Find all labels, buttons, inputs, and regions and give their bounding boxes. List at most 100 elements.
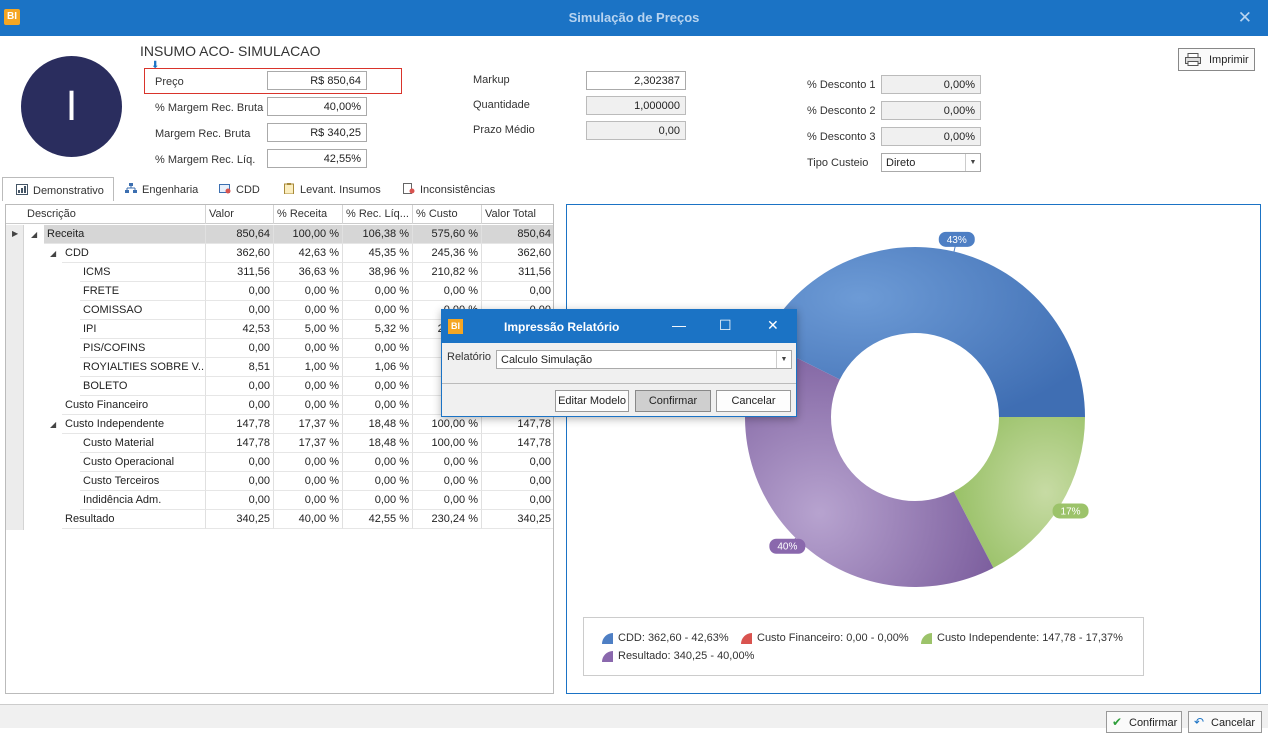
table-cell-recliq: 18,48 % bbox=[343, 415, 413, 434]
table-cell-valor: 340,25 bbox=[206, 510, 274, 529]
table-row[interactable]: CDD 362,60 42,63 % 45,35 % 245,36 % 362,60 bbox=[6, 244, 553, 263]
table-cell-recliq: 0,00 % bbox=[343, 453, 413, 472]
print-report-dialog: BI Impressão Relatório — ☐ ✕ Relatório C… bbox=[441, 309, 797, 417]
collapse-icon[interactable]: ◢ bbox=[50, 249, 57, 258]
tipo-custeio-value: Direto bbox=[886, 157, 916, 169]
table-cell-custo: 210,82 % bbox=[413, 263, 482, 282]
edit-model-button[interactable]: Editar Modelo bbox=[555, 390, 629, 412]
close-icon[interactable]: ✕ bbox=[767, 317, 779, 333]
table-row[interactable]: Custo Independente 147,78 17,37 % 18,48 % 10… bbox=[6, 415, 553, 434]
tab-label: Levant. Insumos bbox=[300, 184, 381, 196]
table-cell-recliq: 0,00 % bbox=[343, 339, 413, 358]
tab-label: Engenharia bbox=[142, 184, 199, 196]
tipo-custeio-select[interactable]: Direto ▼ bbox=[881, 153, 981, 172]
table-row[interactable]: Indidência Adm. 0,00 0,00 % 0,00 % 0,00 % 0,0… bbox=[6, 491, 553, 510]
desconto3-field: 0,00% bbox=[881, 127, 981, 146]
table-row[interactable]: Custo Material 147,78 17,37 % 18,48 % 100,00… bbox=[6, 434, 553, 453]
tipo-custeio-label: Tipo Custeio bbox=[807, 157, 869, 169]
table-cell-recliq: 0,00 % bbox=[343, 491, 413, 510]
table-cell-valor: 42,53 bbox=[206, 320, 274, 339]
collapse-icon[interactable]: ◢ bbox=[31, 230, 38, 239]
markup-field[interactable]: 2,302387 bbox=[586, 71, 686, 90]
dialog-cancel-button[interactable]: Cancelar bbox=[716, 390, 791, 412]
col-valor-total[interactable]: Valor Total bbox=[485, 208, 536, 220]
table-row[interactable]: Custo Operacional 0,00 0,00 % 0,00 % 0,00 % 0… bbox=[6, 453, 553, 472]
chevron-down-icon[interactable]: ▼ bbox=[776, 351, 791, 368]
donut-slice-cdd[interactable] bbox=[762, 247, 1085, 417]
window-title: Simulação de Preços bbox=[568, 10, 700, 25]
donut-slice-resultado[interactable] bbox=[745, 341, 994, 587]
table-cell-valor: 0,00 bbox=[206, 472, 274, 491]
tab-inconsistencias[interactable]: Inconsistências bbox=[403, 177, 495, 201]
table-cell-desc: IPI bbox=[80, 320, 206, 339]
slice-percent-label: 40% bbox=[777, 542, 797, 553]
hierarchy-icon bbox=[125, 183, 137, 193]
table-row[interactable]: FRETE 0,00 0,00 % 0,00 % 0,00 % 0,00 bbox=[6, 282, 553, 301]
table-cell-desc: PIS/COFINS bbox=[80, 339, 206, 358]
table-cell-desc: CDD bbox=[62, 244, 206, 263]
col-valor[interactable]: Valor bbox=[206, 205, 274, 224]
table-cell-total: 0,00 bbox=[482, 491, 553, 510]
col-custo[interactable]: % Custo bbox=[413, 205, 482, 224]
table-cell-desc: Receita bbox=[44, 225, 206, 244]
table-cell-recliq: 38,96 % bbox=[343, 263, 413, 282]
quantidade-field: 1,000000 bbox=[586, 96, 686, 115]
table-cell-receita: 0,00 % bbox=[274, 472, 343, 491]
table-cell-recliq: 1,06 % bbox=[343, 358, 413, 377]
chevron-down-icon[interactable]: ▼ bbox=[965, 154, 980, 171]
clipboard-icon bbox=[284, 183, 294, 194]
table-row[interactable]: Receita 850,64 100,00 % 106,38 % 575,60 % 850… bbox=[6, 225, 553, 244]
maximize-icon[interactable]: ☐ bbox=[719, 317, 732, 333]
table-cell-custo: 0,00 % bbox=[413, 491, 482, 510]
tab-demonstrativo[interactable]: Demonstrativo bbox=[2, 177, 114, 201]
window-close-icon[interactable]: ✕ bbox=[1237, 8, 1252, 27]
table-cell-recliq: 106,38 % bbox=[343, 225, 413, 244]
pin-icon[interactable]: ⬇ bbox=[151, 60, 160, 71]
table-cell-receita: 36,63 % bbox=[274, 263, 343, 282]
minimize-icon[interactable]: — bbox=[672, 317, 686, 333]
table-cell-receita: 5,00 % bbox=[274, 320, 343, 339]
table-cell-valor: 147,78 bbox=[206, 415, 274, 434]
col-descricao[interactable]: Descrição bbox=[24, 205, 206, 224]
col-receita[interactable]: % Receita bbox=[274, 205, 343, 224]
table-cell-desc: Custo Material bbox=[80, 434, 206, 453]
table-cell-receita: 0,00 % bbox=[274, 491, 343, 510]
table-row[interactable]: Resultado 340,25 40,00 % 42,55 % 230,24 % 340… bbox=[6, 510, 553, 529]
table-cell-receita: 0,00 % bbox=[274, 377, 343, 396]
col-rec-liq[interactable]: % Rec. Líq... bbox=[343, 205, 413, 224]
tab-cdd[interactable]: CDD bbox=[219, 177, 260, 201]
table-row[interactable]: ICMS 311,56 36,63 % 38,96 % 210,82 % 311,56 bbox=[6, 263, 553, 282]
collapse-icon[interactable]: ◢ bbox=[50, 420, 57, 429]
footer-confirm-button[interactable]: ✔ Confirmar bbox=[1106, 711, 1182, 733]
tab-engenharia[interactable]: Engenharia bbox=[125, 177, 198, 201]
table-cell-recliq: 0,00 % bbox=[343, 377, 413, 396]
table-cell-custo: 230,24 % bbox=[413, 510, 482, 529]
donut-slice-custo-independente[interactable] bbox=[953, 417, 1085, 568]
printer-icon bbox=[1185, 53, 1201, 66]
slice-percent-label: 17% bbox=[1061, 506, 1081, 517]
table-row[interactable]: Custo Terceiros 0,00 0,00 % 0,00 % 0,00 % 0,0… bbox=[6, 472, 553, 491]
footer-cancel-button[interactable]: ↶ Cancelar bbox=[1188, 711, 1262, 733]
table-cell-recliq: 45,35 % bbox=[343, 244, 413, 263]
preco-field[interactable]: R$ 850,64 bbox=[267, 71, 367, 90]
margem-liq-pct-field[interactable]: 42,55% bbox=[267, 149, 367, 168]
dialog-confirm-button[interactable]: Confirmar bbox=[635, 390, 711, 412]
table-cell-receita: 0,00 % bbox=[274, 453, 343, 472]
tab-label: CDD bbox=[236, 184, 260, 196]
table-cell-recliq: 18,48 % bbox=[343, 434, 413, 453]
table-cell-desc: BOLETO bbox=[80, 377, 206, 396]
margem-bruta-field[interactable]: R$ 340,25 bbox=[267, 123, 367, 142]
legend-swatch-custo-financeiro bbox=[741, 633, 752, 644]
relatorio-select[interactable]: Calculo Simulação ▼ bbox=[496, 350, 792, 369]
table-cell-desc: Custo Terceiros bbox=[80, 472, 206, 491]
table-cell-recliq: 0,00 % bbox=[343, 301, 413, 320]
donut-chart: 43% 17% 40% bbox=[745, 231, 1089, 587]
margem-bruta-pct-field[interactable]: 40,00% bbox=[267, 97, 367, 116]
desconto1-field: 0,00% bbox=[881, 75, 981, 94]
table-cell-valor: 850,64 bbox=[206, 225, 274, 244]
desconto1-label: % Desconto 1 bbox=[807, 79, 876, 91]
print-button[interactable]: Imprimir bbox=[1178, 48, 1255, 71]
table-cell-custo: 0,00 % bbox=[413, 472, 482, 491]
tab-levant-insumos[interactable]: Levant. Insumos bbox=[283, 177, 381, 201]
dialog-title: Impressão Relatório bbox=[504, 320, 620, 334]
